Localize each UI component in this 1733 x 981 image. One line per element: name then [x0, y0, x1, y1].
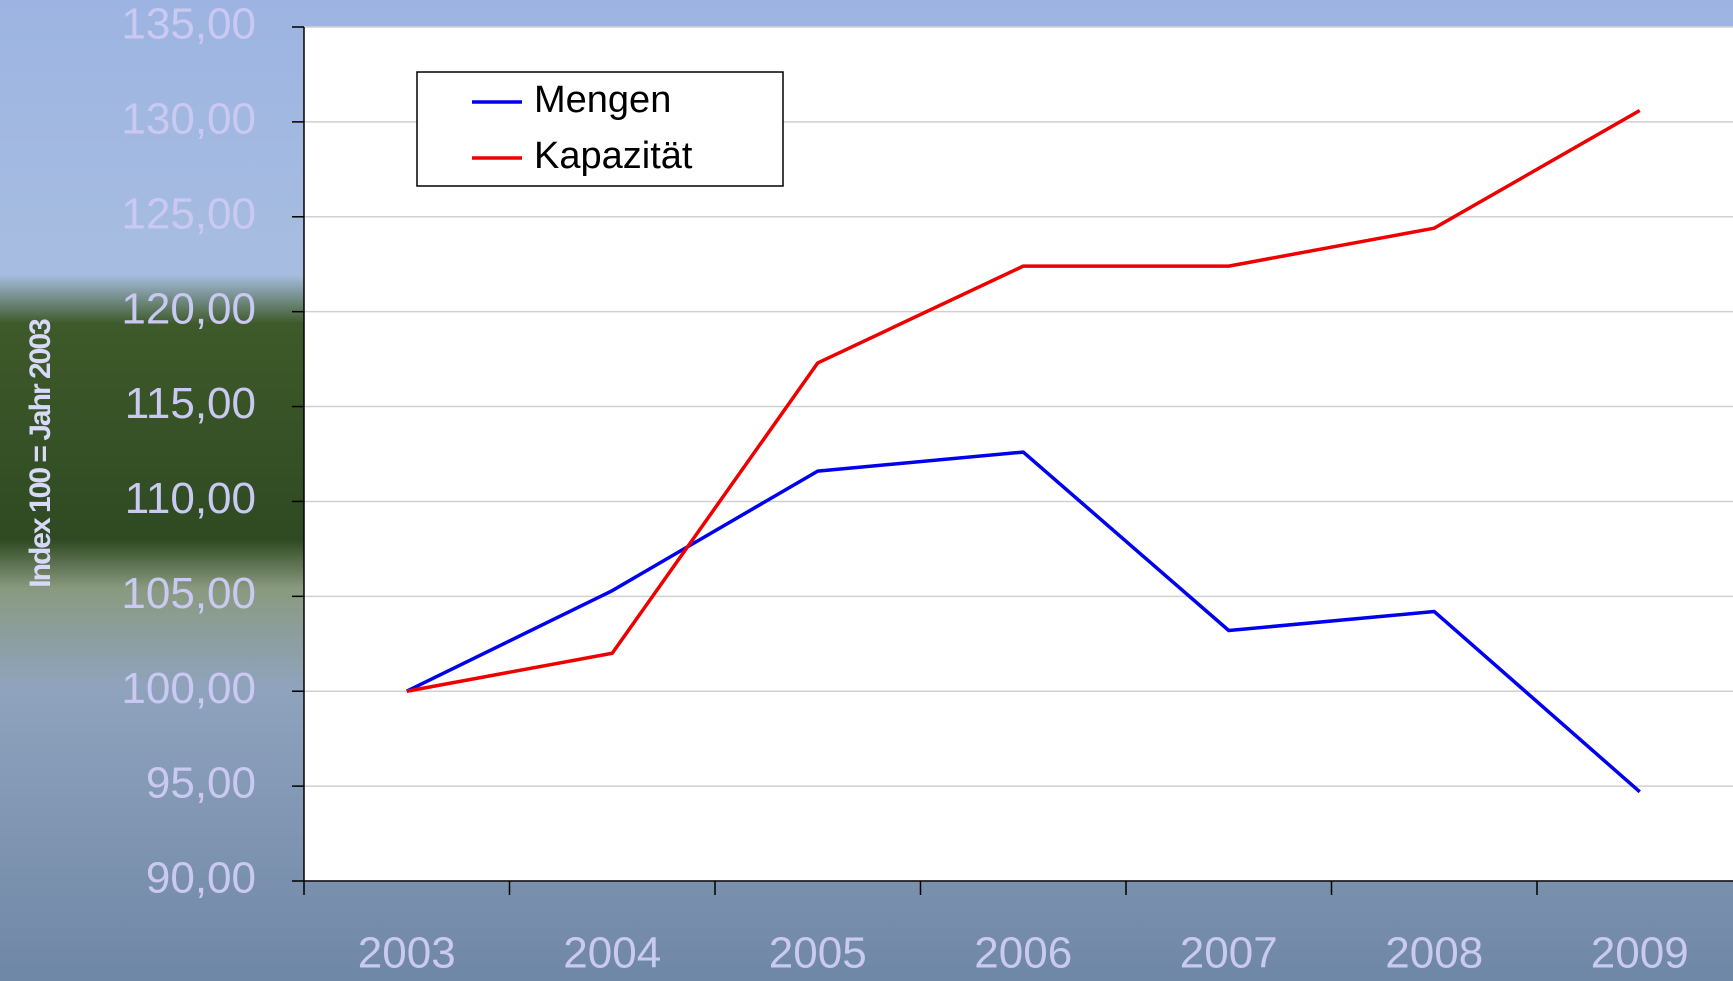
- y-axis-label: Index 100 = Jahr 2003: [24, 319, 57, 588]
- y-tick-label: 135,00: [121, 0, 256, 49]
- y-tick-label: 100,00: [121, 664, 256, 713]
- y-tick-label: 120,00: [121, 284, 256, 333]
- line-series: [405, 450, 1641, 794]
- y-tick-label: 110,00: [125, 474, 256, 523]
- x-tick-label: 2009: [1591, 929, 1689, 978]
- y-tick-label: 125,00: [121, 189, 256, 238]
- x-tick-label: 2006: [974, 929, 1072, 978]
- x-tick-label: 2008: [1385, 929, 1483, 978]
- legend-label: Kapazität: [534, 135, 693, 177]
- y-tick-label: 105,00: [121, 569, 256, 618]
- legend-box: [416, 71, 784, 187]
- x-tick-label: 2003: [358, 929, 456, 978]
- x-tick-label: 2007: [1180, 929, 1278, 978]
- line-series: [406, 108, 1641, 693]
- y-tick-label: 130,00: [121, 95, 256, 144]
- y-tick-label: 95,00: [146, 759, 256, 808]
- legend-label: Mengen: [534, 79, 671, 121]
- y-tick-label: 115,00: [125, 379, 256, 428]
- x-tick-label: 2005: [769, 929, 867, 978]
- x-tick-label: 2004: [563, 929, 661, 978]
- y-tick-label: 90,00: [146, 854, 256, 903]
